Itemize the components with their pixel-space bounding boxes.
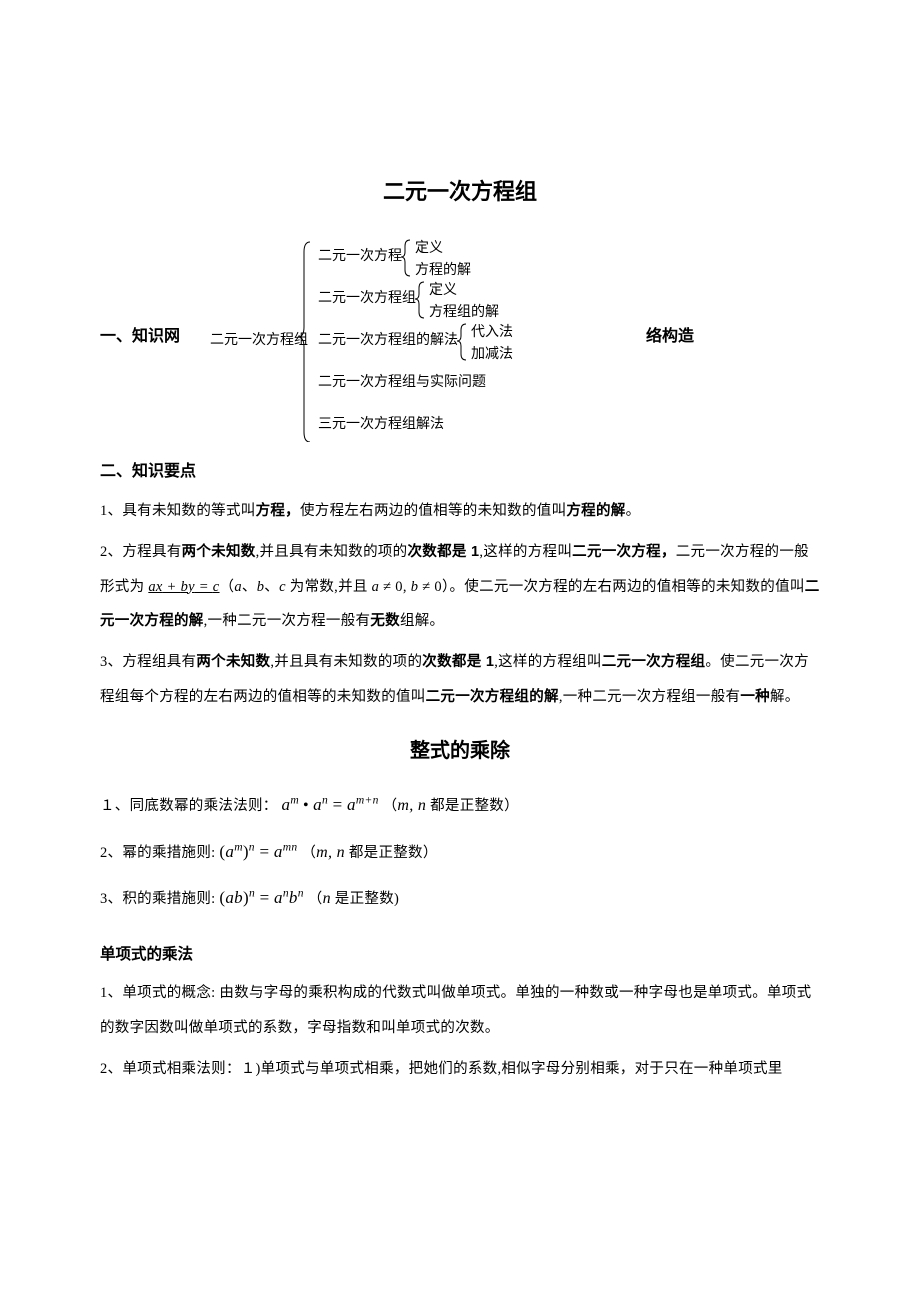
p2-text-m: 组解。 <box>400 613 444 629</box>
p2-bold-b: 两个未知数 <box>182 544 256 560</box>
p2-text-k: ,一种二元一次方程一般有 <box>204 613 371 629</box>
tree-branch-1: 二元一次方程 <box>318 248 402 264</box>
tree-branch-1b: 方程的解 <box>415 262 471 278</box>
p2-text-c: ,并且具有未知数的项的 <box>256 544 408 560</box>
rule-3: 3、积的乘措施则: (ab)n = anbn （n 是正整数) <box>100 878 820 919</box>
r2-mn: m, n <box>316 844 345 861</box>
p1-bold-b: 方程， <box>256 503 300 519</box>
p2-text-i: （a、b、c 为常数,并且 a ≠ 0, b ≠ 0）。使二元一次方程的左右两边… <box>220 579 805 595</box>
tree-branch-5: 三元一次方程组解法 <box>318 416 444 432</box>
tree-branch-2b: 方程组的解 <box>429 304 499 320</box>
section1-heading-left: 一、知识网 <box>100 321 180 353</box>
p2-formula: ax + by = c <box>148 579 219 595</box>
r2-open: （ <box>301 845 316 861</box>
p3-bold-f: 二元一次方程组 <box>602 654 706 670</box>
section2-heading: 二、知识要点 <box>100 456 820 488</box>
r3-label: 3、积的乘措施则: <box>100 891 219 907</box>
p3-bold-h: 二元一次方程组的解 <box>426 689 559 705</box>
rule-1: １、同底数幂的乘法法则： am • an = am+n （m, n 都是正整数） <box>100 785 820 826</box>
p3-bold-b: 两个未知数 <box>196 654 270 670</box>
r3-formula: (ab)n = anbn <box>219 888 303 907</box>
r2-close: 都是正整数） <box>345 845 438 861</box>
p3-bold-j: 一种 <box>740 689 770 705</box>
r1-dot: • <box>303 797 313 814</box>
section-title-2: 整式的乘除 <box>100 731 820 771</box>
tree-branch-3b: 加减法 <box>471 346 513 362</box>
section1-heading-right: 络构造 <box>646 321 694 353</box>
paragraph-3: 3、方程组具有两个未知数,并且具有未知数的项的次数都是 1,这样的方程组叫二元一… <box>100 645 820 715</box>
p1-text-e: 。 <box>626 503 641 519</box>
r1-formula: am <box>282 795 299 814</box>
main-title: 二元一次方程组 <box>100 170 820 214</box>
p2-bold-f: 二元一次方程， <box>572 544 676 560</box>
p2-bold-d: 次数都是 1 <box>408 544 480 560</box>
r1-formula-b: an = am+n <box>313 795 379 814</box>
paragraph-1: 1、具有未知数的等式叫方程，使方程左右两边的值相等的未知数的值叫方程的解。 <box>100 494 820 529</box>
r3-open: （ <box>308 891 323 907</box>
r2-label: 2、幂的乘措施则: <box>100 845 219 861</box>
p1-bold-d: 方程的解 <box>566 503 625 519</box>
p3-text-c: ,并且具有未知数的项的 <box>270 654 422 670</box>
r1-label: １、同底数幂的乘法法则： <box>100 798 278 814</box>
r2-formula: (am)n = amn <box>219 842 297 861</box>
paragraph-q2: 2、单项式相乘法则：１)单项式与单项式相乘，把她们的系数,相似字母分别相乘，对于… <box>100 1052 820 1087</box>
r3-close: 是正整数) <box>331 891 399 907</box>
p3-text-i: ,一种二元一次方程组一般有 <box>559 689 741 705</box>
section1-row: 一、知识网 二元一次方程组 二元一次方程 定义 方程的解 二元一次方程组 定义 … <box>100 232 820 442</box>
p3-text-a: 3、方程组具有 <box>100 654 196 670</box>
paragraph-2: 2、方程具有两个未知数,并且具有未知数的项的次数都是 1,这样的方程叫二元一次方… <box>100 535 820 639</box>
p3-text-k: 解。 <box>770 689 800 705</box>
p1-text-c: 使方程左右两边的值相等的未知数的值叫 <box>300 503 566 519</box>
r1-mn: m, n <box>397 797 426 814</box>
tree-branch-4: 二元一次方程组与实际问题 <box>318 374 486 390</box>
tree-branch-2: 二元一次方程组 <box>318 290 416 306</box>
rule-2: 2、幂的乘措施则: (am)n = amn （m, n 都是正整数） <box>100 832 820 873</box>
p3-text-e: ,这样的方程组叫 <box>494 654 602 670</box>
tree-root: 二元一次方程组 <box>210 332 308 348</box>
r3-n: n <box>323 890 331 907</box>
p1-text-a: 1、具有未知数的等式叫 <box>100 503 256 519</box>
tree-branch-1a: 定义 <box>415 240 443 256</box>
subsection-monomial: 单项式的乘法 <box>100 939 820 970</box>
paragraph-q1: 1、单项式的概念: 由数与字母的乘积构成的代数式叫做单项式。单独的一种数或一种字… <box>100 976 820 1046</box>
tree-branch-3: 二元一次方程组的解法 <box>318 332 458 348</box>
document-page: 二元一次方程组 一、知识网 二元一次方程组 二元一次方程 定义 方程的解 二元一… <box>0 0 920 1302</box>
p2-bold-l: 无数 <box>370 613 400 629</box>
p2-text-a: 2、方程具有 <box>100 544 182 560</box>
knowledge-tree-wrap: 二元一次方程组 二元一次方程 定义 方程的解 二元一次方程组 定义 方程组的解 … <box>210 232 640 442</box>
r1-open: （ <box>383 798 398 814</box>
r1-close: 都是正整数） <box>426 798 519 814</box>
tree-branch-2a: 定义 <box>429 282 457 298</box>
p2-text-e: ,这样的方程叫 <box>479 544 572 560</box>
p3-bold-d: 次数都是 1 <box>422 654 494 670</box>
tree-branch-3a: 代入法 <box>471 324 513 340</box>
knowledge-tree-diagram: 二元一次方程组 二元一次方程 定义 方程的解 二元一次方程组 定义 方程组的解 … <box>210 232 640 442</box>
